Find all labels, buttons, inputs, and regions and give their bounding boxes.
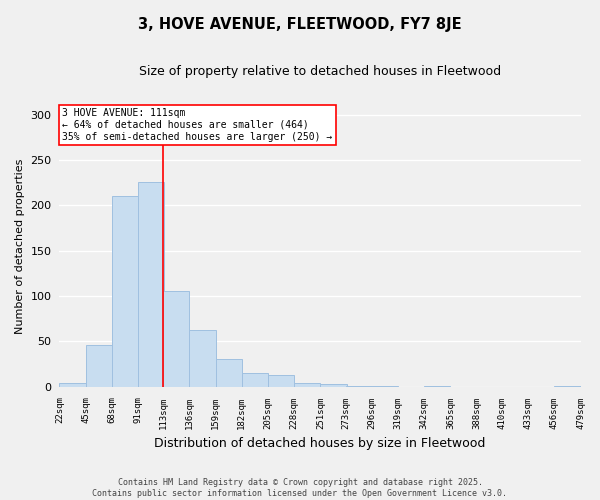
Text: 3 HOVE AVENUE: 111sqm
← 64% of detached houses are smaller (464)
35% of semi-det: 3 HOVE AVENUE: 111sqm ← 64% of detached … <box>62 108 332 142</box>
Bar <box>163 290 190 386</box>
Bar <box>190 330 215 386</box>
Bar <box>294 383 320 386</box>
Bar <box>112 196 138 386</box>
X-axis label: Distribution of detached houses by size in Fleetwood: Distribution of detached houses by size … <box>154 437 485 450</box>
Text: Contains HM Land Registry data © Crown copyright and database right 2025.
Contai: Contains HM Land Registry data © Crown c… <box>92 478 508 498</box>
Title: Size of property relative to detached houses in Fleetwood: Size of property relative to detached ho… <box>139 65 501 78</box>
Bar <box>268 375 294 386</box>
Bar <box>320 384 347 386</box>
Bar <box>242 373 268 386</box>
Text: 3, HOVE AVENUE, FLEETWOOD, FY7 8JE: 3, HOVE AVENUE, FLEETWOOD, FY7 8JE <box>138 18 462 32</box>
Y-axis label: Number of detached properties: Number of detached properties <box>15 158 25 334</box>
Bar <box>215 360 242 386</box>
Bar <box>86 345 112 387</box>
Bar <box>138 182 164 386</box>
Bar <box>59 383 86 386</box>
